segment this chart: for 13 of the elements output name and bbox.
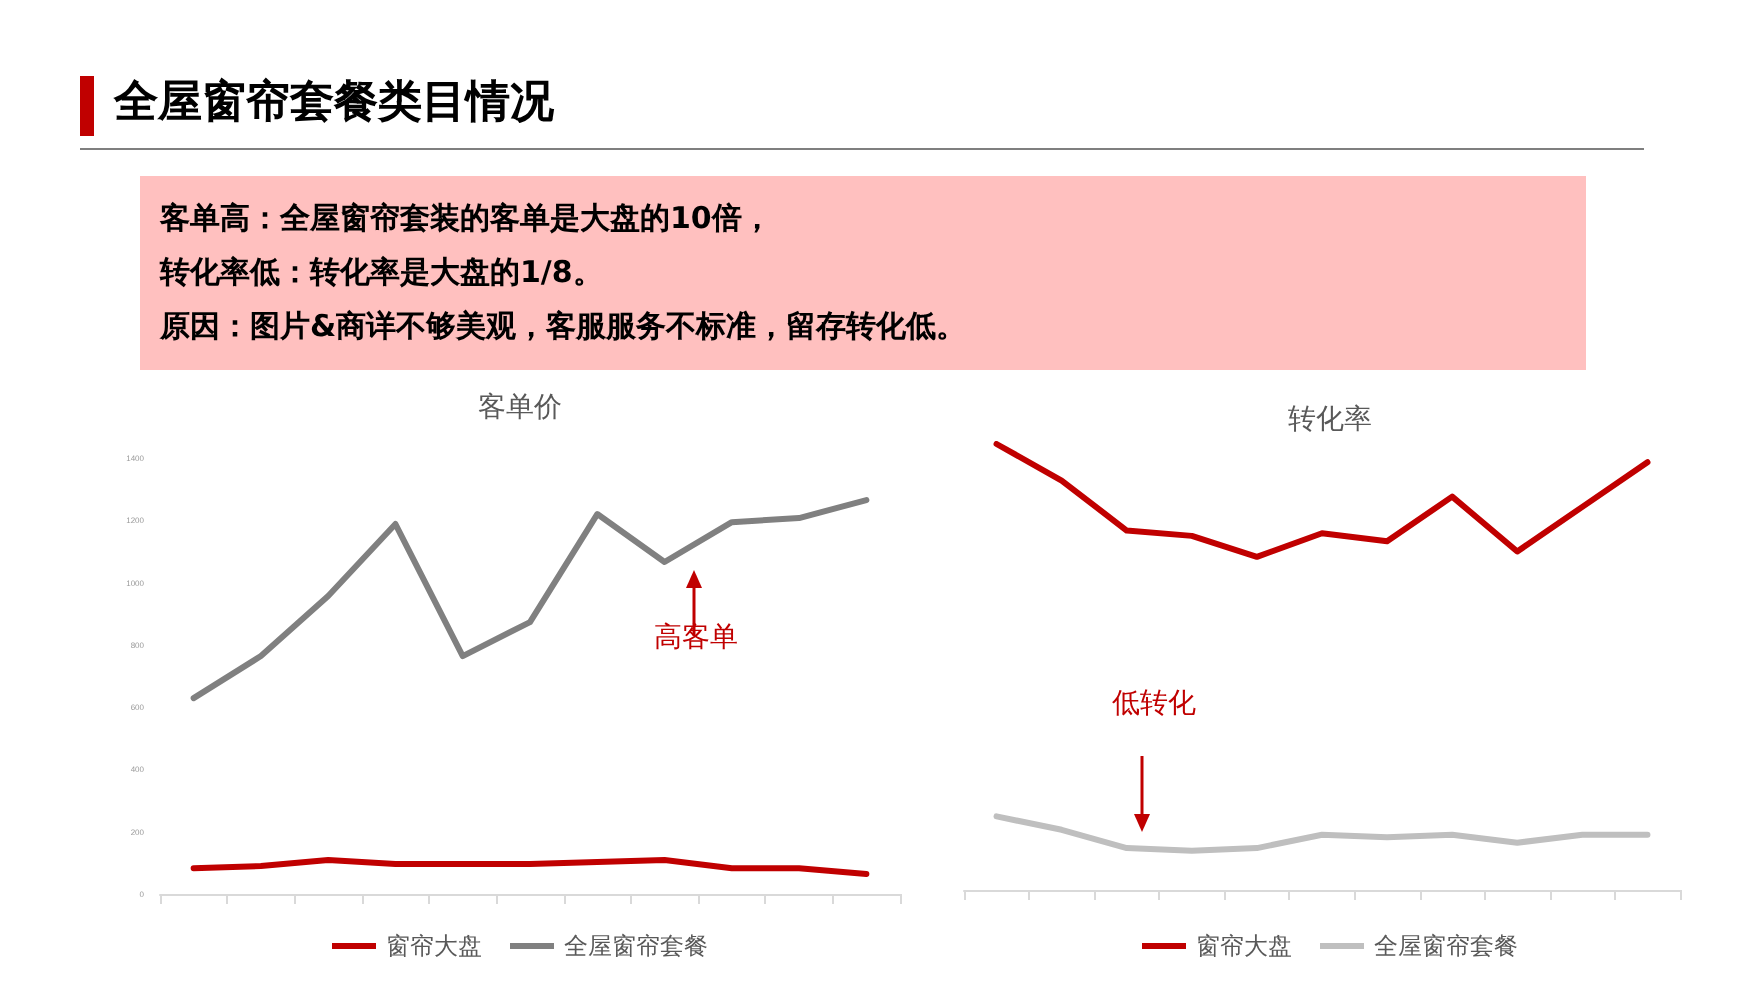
chart-title: 客单价 <box>478 392 562 424</box>
line-series <box>190 857 870 878</box>
text: 全屋窗帘套餐类目情况 <box>114 75 554 132</box>
chart-title: 转化率 <box>1288 404 1372 436</box>
annotation: 低转化 <box>1110 686 1198 722</box>
text: 原因：图片&商详不够美观，客服服务不标准，留存转化低。 <box>160 308 967 346</box>
legend-label: 窗帘大盘 <box>386 932 482 960</box>
legend-label: 全屋窗帘套餐 <box>1374 932 1518 960</box>
legend-label: 全屋窗帘套餐 <box>564 932 708 960</box>
line-series <box>190 497 870 702</box>
text: 客单高：全屋窗帘套装的客单是大盘的10倍， <box>160 200 772 238</box>
text: 转化率低：转化率是大盘的1/8。 <box>160 254 603 292</box>
legend-label: 窗帘大盘 <box>1196 932 1292 960</box>
